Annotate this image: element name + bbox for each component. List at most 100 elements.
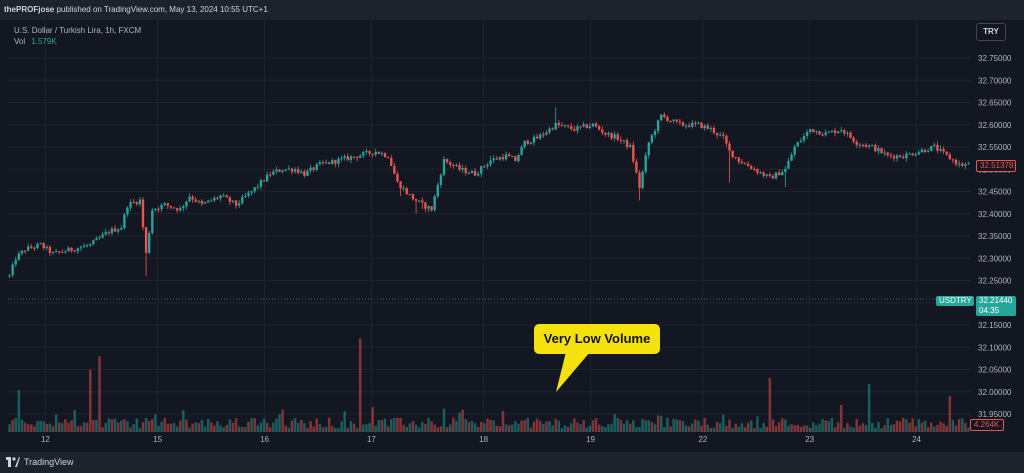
candle-body bbox=[784, 168, 787, 172]
candle-body bbox=[135, 202, 138, 205]
candlesticks bbox=[8, 106, 970, 279]
candle-body bbox=[36, 243, 39, 248]
volume-bar bbox=[781, 418, 784, 432]
candle-body bbox=[191, 196, 194, 200]
volume-bar bbox=[532, 421, 536, 432]
time-axis: 12 15 16 17 18 19 22 23 24 bbox=[41, 435, 922, 444]
volume-bar bbox=[926, 427, 930, 432]
candle-body bbox=[961, 163, 964, 166]
candle-body bbox=[166, 203, 169, 206]
volume-bar bbox=[98, 356, 101, 432]
candle-body bbox=[517, 155, 520, 162]
volume-bar bbox=[272, 422, 275, 432]
volume-bar bbox=[417, 427, 421, 432]
candle-body bbox=[554, 122, 557, 130]
candle-body bbox=[532, 136, 536, 143]
volume-bar bbox=[908, 422, 911, 432]
candle-body bbox=[629, 144, 632, 147]
price-tick-label: 32.00000 bbox=[978, 388, 1012, 397]
volume-bar bbox=[613, 413, 616, 432]
volume-bar bbox=[520, 420, 523, 432]
volume-bar bbox=[939, 421, 942, 432]
candle-body bbox=[610, 133, 613, 139]
candle-body bbox=[197, 200, 201, 202]
candle-body bbox=[222, 195, 225, 197]
candle-body bbox=[666, 116, 669, 122]
candle-body bbox=[920, 149, 924, 153]
candle-body bbox=[945, 151, 948, 155]
candle-body bbox=[936, 144, 939, 151]
volume-bar bbox=[718, 423, 722, 432]
volume-bar bbox=[210, 422, 213, 432]
candle-body bbox=[433, 196, 436, 211]
candle-body bbox=[225, 195, 228, 198]
volume-bar bbox=[259, 422, 263, 432]
price-tick-label: 32.10000 bbox=[978, 343, 1012, 352]
publisher-bar: thePROFjose published on TradingView.com… bbox=[0, 0, 1024, 20]
volume-bar bbox=[219, 425, 222, 432]
candle-body bbox=[551, 128, 554, 130]
candle-body bbox=[861, 144, 865, 146]
volume-bar bbox=[486, 418, 489, 432]
candle-body bbox=[151, 210, 154, 234]
candle-body bbox=[805, 131, 809, 136]
volume-bar bbox=[697, 421, 700, 432]
volume-bar bbox=[799, 426, 803, 432]
candle-body bbox=[380, 153, 384, 155]
published-text: published on TradingView.com, May 13, 20… bbox=[56, 5, 268, 14]
candle-body bbox=[253, 187, 256, 192]
candle-body bbox=[92, 240, 95, 245]
volume-bar bbox=[768, 378, 772, 432]
volume-bar bbox=[306, 428, 309, 432]
candle-body bbox=[644, 155, 647, 172]
candle-body bbox=[296, 169, 300, 173]
candle-body bbox=[169, 205, 173, 208]
candle-body bbox=[750, 166, 753, 169]
candle-body bbox=[141, 199, 145, 228]
candle-body bbox=[287, 168, 291, 170]
currency-button[interactable]: TRY bbox=[976, 23, 1006, 41]
price-chart[interactable]: 32.75000 32.70000 32.65000 32.60000 32.55000… bbox=[0, 20, 1024, 452]
candle-body bbox=[250, 191, 253, 193]
volume-bar bbox=[23, 422, 27, 432]
volume-bar bbox=[858, 425, 862, 432]
candle-body bbox=[244, 195, 247, 197]
volume-bar bbox=[169, 423, 173, 432]
candle-body bbox=[948, 154, 952, 160]
volume-bar bbox=[194, 422, 197, 432]
candle-body bbox=[715, 132, 719, 136]
volume-bar bbox=[334, 427, 337, 432]
volume-bar bbox=[911, 418, 914, 432]
volume-bar bbox=[324, 426, 328, 432]
volume-bar bbox=[95, 420, 98, 432]
volume-bar bbox=[470, 420, 474, 432]
volume-bar bbox=[511, 424, 514, 432]
candle-body bbox=[520, 146, 523, 156]
volume-bar bbox=[300, 420, 303, 432]
volume-bar bbox=[33, 426, 36, 432]
candle-body bbox=[650, 135, 654, 143]
candle-body bbox=[442, 158, 446, 176]
candle-body bbox=[309, 167, 312, 171]
volume-bar bbox=[818, 423, 821, 432]
symbol-tag: USDTRY bbox=[936, 296, 974, 306]
candle-body bbox=[120, 228, 123, 230]
candle-body bbox=[591, 123, 595, 127]
candle-body bbox=[691, 122, 694, 127]
candle-body bbox=[880, 148, 883, 154]
volume-bar bbox=[327, 417, 331, 432]
candle-body bbox=[89, 244, 92, 246]
price-tick-label: 32.40000 bbox=[978, 210, 1012, 219]
candle-body bbox=[427, 206, 430, 209]
volume-bar bbox=[622, 423, 626, 432]
candle-body bbox=[625, 140, 629, 147]
volume-bar bbox=[244, 427, 247, 432]
volume-bar bbox=[594, 418, 598, 432]
candle-body bbox=[622, 140, 626, 142]
candle-body bbox=[815, 131, 818, 133]
candle-body bbox=[914, 154, 917, 156]
volume-bar bbox=[147, 421, 151, 432]
candle-body bbox=[781, 171, 784, 176]
candle-body bbox=[175, 208, 179, 211]
candle-body bbox=[331, 159, 334, 164]
